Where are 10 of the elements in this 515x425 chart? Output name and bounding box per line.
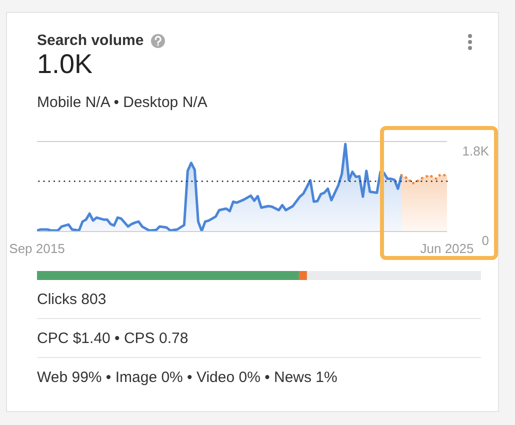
x-tick-label: Jun 2025 — [420, 241, 474, 256]
text: 1.0K — [37, 49, 93, 80]
y-tick-label: 0 — [482, 233, 489, 248]
text: Web 99% • Image 0% • Video 0% • News 1% — [37, 369, 338, 386]
text: Clicks 803 — [37, 291, 106, 308]
text: CPC $1.40 • CPS 0.78 — [37, 330, 188, 347]
x-tick-label: Sep 2015 — [9, 241, 65, 256]
chart-title: Search volume — [37, 32, 144, 49]
text: Mobile N/A • Desktop N/A — [37, 94, 208, 111]
y-tick-label: 1.8K — [462, 144, 490, 158]
